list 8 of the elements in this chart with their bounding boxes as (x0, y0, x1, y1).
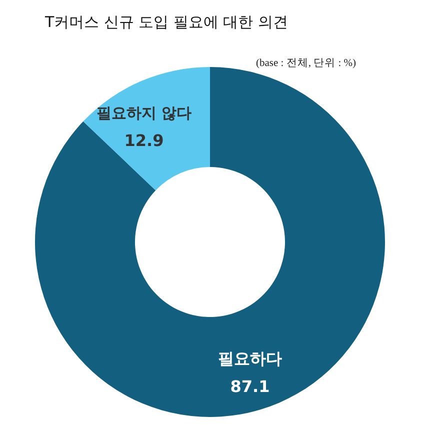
donut-slice (35, 67, 385, 417)
slice-label: 필요하다 (218, 349, 282, 368)
data-label: 12.9 (124, 131, 164, 150)
donut-slice (83, 67, 210, 190)
text: (base : 전체, 단위 : %) (256, 57, 356, 69)
chart-title: T커머스 신규 도입 필요에 대한 의견 (44, 13, 288, 31)
data-label: 87.1 (230, 377, 270, 396)
slice-label: 필요하지 않다 (96, 104, 192, 122)
